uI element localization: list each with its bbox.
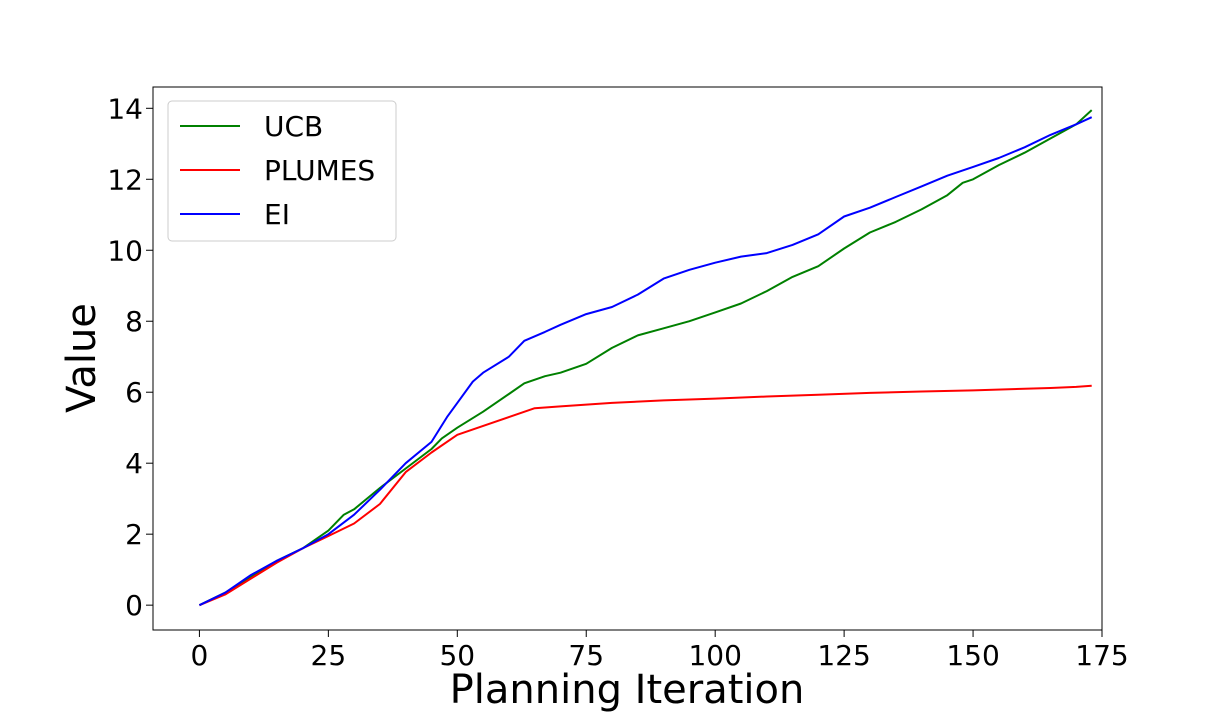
series-line-ucb (198, 109, 1093, 607)
legend-frame (167, 100, 397, 242)
x-tick-label: 100 (688, 639, 741, 672)
x-tick-label: 125 (817, 639, 870, 672)
x-tick-label: 25 (311, 639, 347, 672)
x-tick-label: 175 (1075, 639, 1128, 672)
series-line-ei (198, 116, 1093, 607)
y-tick-label: 0 (125, 589, 143, 622)
x-tick-label: 150 (946, 639, 999, 672)
y-tick-label: 2 (125, 518, 143, 551)
y-tick-label: 4 (125, 447, 143, 480)
legend-label-plumes: PLUMES (264, 154, 375, 187)
legend-label-ei: EI (264, 198, 290, 231)
series-layer (198, 109, 1093, 607)
y-tick-label: 8 (125, 305, 143, 338)
x-tick-label: 0 (191, 639, 209, 672)
y-axis-ticks: 0 2 4 6 8 10 12 14 (107, 92, 153, 622)
x-axis-ticks: 0 25 50 75 100 125 150 175 (191, 630, 1129, 672)
x-axis-title: Planning Iteration (450, 667, 805, 713)
x-tick-label: 50 (439, 639, 475, 672)
y-tick-label: 6 (125, 376, 143, 409)
series-line-plumes (199, 384, 1092, 607)
y-tick-label: 14 (107, 92, 143, 125)
y-axis-title: Value (59, 303, 105, 413)
legend: UCB PLUMES EI (167, 100, 397, 242)
y-tick-label: 10 (107, 234, 143, 267)
x-tick-label: 75 (568, 639, 604, 672)
legend-label-ucb: UCB (264, 110, 323, 143)
plot-area-frame (152, 86, 1103, 631)
y-tick-label: 12 (107, 163, 143, 196)
